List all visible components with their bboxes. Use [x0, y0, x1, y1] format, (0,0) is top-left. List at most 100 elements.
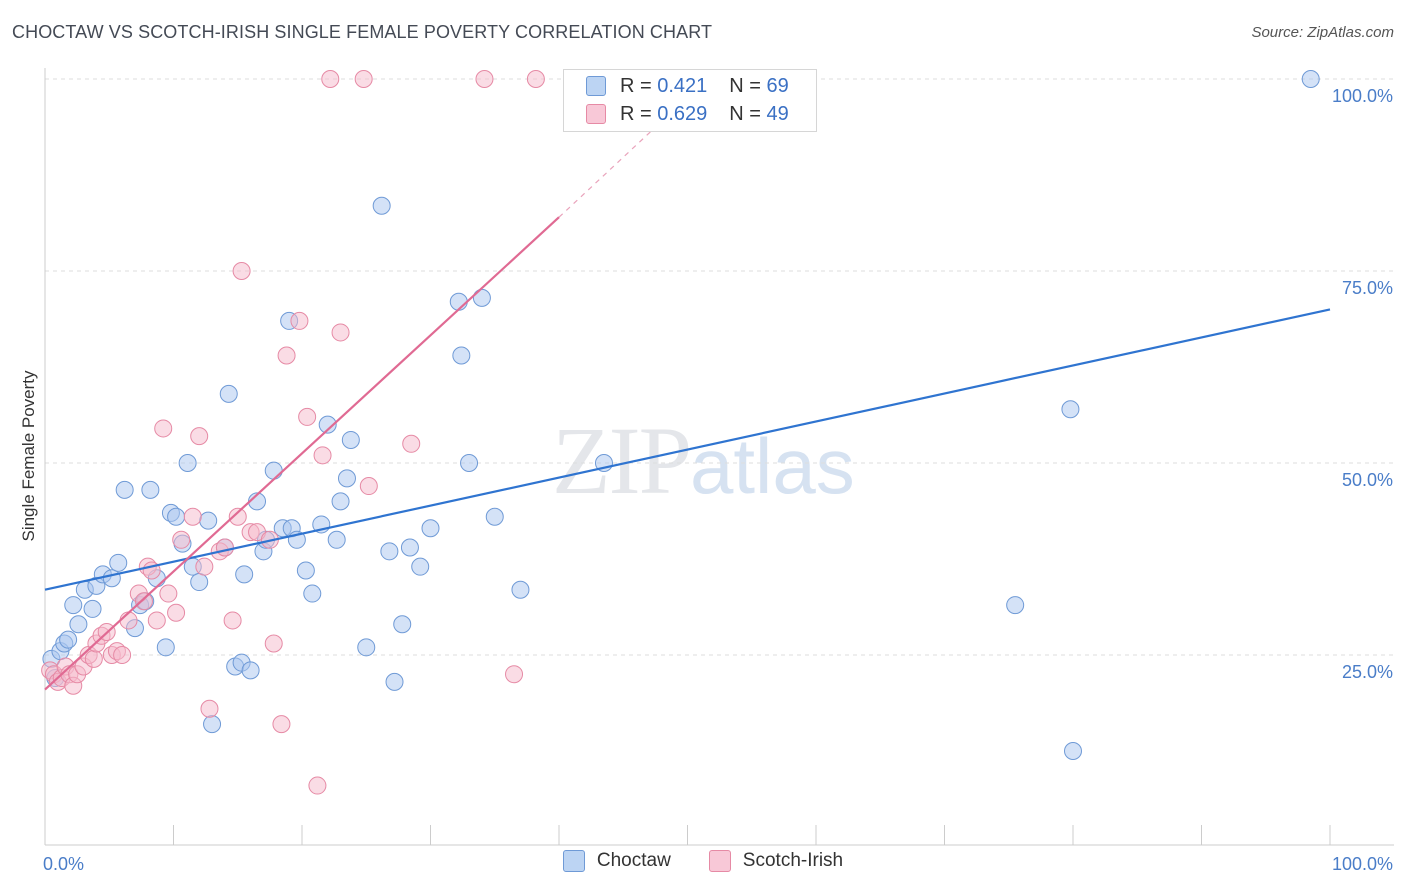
- source-label: Source: ZipAtlas.com: [1251, 24, 1394, 41]
- legend-n-label: N =: [729, 102, 761, 125]
- data-point: [83, 599, 102, 618]
- y-tick-label: 100.0%: [1332, 86, 1393, 106]
- trend-line-scotch-irish-extension: [558, 120, 663, 218]
- legend-row-scotch-irish: R = 0.629 N = 49: [586, 101, 789, 127]
- data-point: [449, 292, 468, 311]
- legend-n-label: N =: [729, 74, 761, 97]
- data-point: [199, 511, 218, 530]
- data-point: [154, 419, 173, 438]
- data-point: [290, 311, 309, 330]
- legend-swatch-choctaw: [586, 76, 606, 96]
- series-swatch-scotch-irish: [708, 850, 731, 872]
- data-point: [526, 70, 545, 88]
- data-point: [59, 630, 78, 649]
- series-label-scotch-irish: Scotch-Irish: [742, 850, 844, 871]
- data-point: [232, 262, 251, 280]
- data-point: [178, 454, 197, 472]
- data-point: [183, 507, 202, 526]
- data-point: [190, 427, 209, 446]
- data-point: [1064, 742, 1082, 760]
- data-point: [119, 611, 138, 630]
- data-point: [172, 530, 191, 549]
- data-point: [235, 565, 254, 584]
- y-axis-title: Single Female Poverty: [19, 370, 38, 542]
- scotch-irish-points: [41, 70, 545, 795]
- choctaw-points: [42, 70, 1320, 760]
- y-tick-label: 25.0%: [1342, 662, 1393, 682]
- data-point: [485, 507, 504, 526]
- legend-n-value: 49: [766, 102, 789, 125]
- trend-lines: [44, 120, 1331, 691]
- data-point: [1006, 596, 1025, 615]
- stats-legend: R = 0.421 N = 69 R = 0.629 N = 49: [563, 69, 817, 132]
- data-point: [264, 461, 283, 480]
- series-label-choctaw: Choctaw: [596, 850, 671, 871]
- data-point: [1061, 400, 1080, 419]
- chart-title: CHOCTAW VS SCOTCH-IRISH SINGLE FEMALE PO…: [12, 22, 713, 42]
- data-point: [113, 646, 132, 664]
- data-point: [141, 480, 160, 499]
- data-point: [460, 454, 479, 472]
- data-point: [421, 519, 440, 538]
- data-point: [190, 573, 209, 592]
- data-point: [452, 346, 471, 365]
- data-point: [159, 584, 178, 603]
- x-tick-label: 0.0%: [43, 854, 84, 874]
- data-point: [134, 592, 153, 611]
- data-point: [313, 446, 332, 465]
- data-point: [102, 569, 121, 588]
- data-point: [167, 507, 186, 526]
- data-point: [385, 672, 404, 691]
- data-point: [331, 492, 350, 511]
- data-point: [200, 699, 219, 718]
- data-point: [308, 776, 327, 795]
- data-point: [359, 477, 378, 496]
- trend-line-scotch-irish: [44, 216, 560, 691]
- data-point: [203, 715, 222, 734]
- data-point: [156, 638, 175, 657]
- data-point: [264, 634, 283, 653]
- data-point: [215, 538, 234, 557]
- data-point: [147, 611, 166, 630]
- data-point: [228, 507, 247, 526]
- data-point: [1301, 70, 1320, 88]
- data-point: [511, 580, 530, 599]
- axis-labels: 25.0% 50.0% 75.0% 100.0% 0.0% 100.0% Single Fe…: [19, 86, 1393, 874]
- legend-r-label: R =: [620, 102, 652, 125]
- legend-r-value: 0.421: [657, 74, 708, 97]
- series-legend-choctaw[interactable]: Choctaw: [562, 850, 671, 872]
- data-point: [357, 638, 376, 657]
- series-swatch-choctaw: [562, 850, 585, 872]
- data-point: [303, 584, 322, 603]
- series-legend-scotch-irish[interactable]: Scotch-Irish: [708, 850, 844, 872]
- data-point: [505, 665, 524, 684]
- data-point: [195, 557, 214, 576]
- trend-line-choctaw: [44, 308, 1331, 591]
- data-point: [402, 434, 421, 453]
- data-point: [296, 561, 315, 580]
- data-point: [277, 346, 296, 365]
- data-point: [84, 649, 103, 668]
- data-point: [321, 70, 340, 88]
- data-point: [298, 407, 317, 426]
- data-point: [115, 480, 134, 499]
- data-point: [219, 384, 238, 403]
- legend-row-choctaw: R = 0.421 N = 69: [586, 73, 789, 99]
- data-point: [272, 715, 291, 734]
- data-point: [109, 553, 128, 572]
- legend-r-value: 0.629: [657, 102, 708, 125]
- y-tick-label: 75.0%: [1342, 278, 1393, 298]
- data-point: [341, 430, 360, 449]
- axes: [44, 68, 1394, 846]
- legend-swatch-scotch-irish: [586, 104, 606, 124]
- watermark: ZIPatlas: [552, 405, 855, 516]
- data-point: [475, 70, 494, 88]
- data-point: [337, 469, 356, 488]
- legend-n-value: 69: [766, 74, 789, 97]
- data-point: [69, 615, 88, 634]
- x-tick-label: 100.0%: [1332, 854, 1393, 874]
- watermark-atlas: atlas: [690, 422, 855, 510]
- watermark-zip: ZIP: [552, 407, 692, 514]
- data-point: [223, 611, 242, 630]
- data-point: [400, 538, 419, 557]
